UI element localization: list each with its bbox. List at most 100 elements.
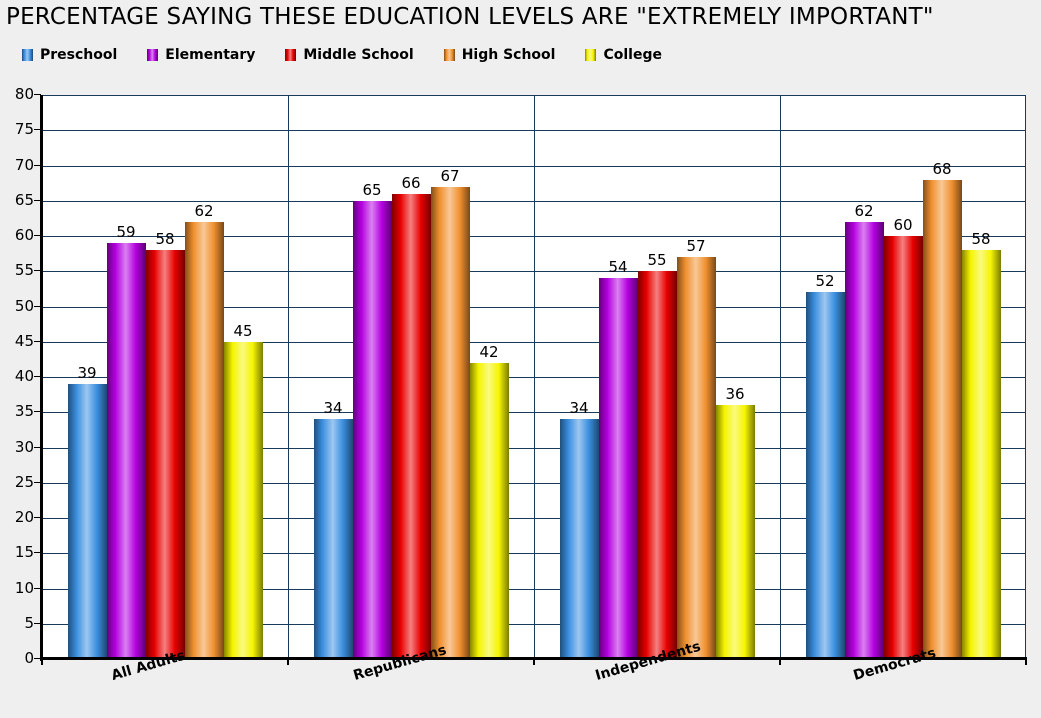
gridline: [42, 553, 1025, 555]
legend-swatch: [585, 49, 597, 61]
data-label: 66: [401, 173, 421, 192]
gridline: [42, 518, 1025, 519]
y-tick: [34, 587, 41, 589]
y-tick-label: 70: [14, 155, 34, 174]
data-label: 52: [815, 272, 835, 291]
legend: Preschool Elementary Middle School High Sch…: [22, 47, 692, 63]
legend-label: High School: [461, 47, 556, 63]
legend-swatch: [285, 49, 297, 61]
y-tick-label: 65: [14, 190, 34, 209]
x-tick: [287, 659, 289, 665]
gridline: [42, 377, 1025, 378]
data-label: 55: [647, 251, 667, 270]
data-label: 34: [323, 399, 343, 418]
y-tick: [34, 235, 41, 236]
group-divider: [288, 96, 289, 659]
data-label: 67: [440, 166, 460, 185]
y-tick-label: 20: [14, 508, 34, 526]
data-label: 68: [932, 159, 952, 178]
y-tick: [34, 446, 41, 448]
legend-item-elementary: Elementary: [147, 47, 255, 63]
y-tick-label: 45: [14, 331, 34, 350]
y-tick-label: 35: [14, 402, 34, 421]
y-tick: [34, 481, 41, 483]
y-tick: [34, 199, 41, 201]
y-tick-label: 40: [14, 367, 34, 385]
bar-middle-school: [391, 193, 431, 659]
bar-preschool: [559, 419, 599, 659]
y-tick: [34, 340, 41, 342]
gridline: [42, 306, 1025, 308]
y-tick: [34, 376, 41, 377]
bar-high-school: [676, 257, 716, 659]
bar-high-school: [430, 186, 470, 659]
y-tick-label: 55: [14, 261, 34, 280]
data-label: 62: [854, 201, 874, 220]
group-divider: [780, 96, 781, 659]
group-divider: [534, 96, 535, 659]
gridline: [42, 200, 1025, 202]
plot-area: [42, 95, 1026, 659]
bar-college: [223, 341, 263, 659]
gridline: [42, 130, 1025, 132]
y-tick: [34, 305, 41, 307]
bar-high-school: [922, 179, 962, 659]
bar-high-school: [184, 221, 224, 659]
gridline: [42, 623, 1025, 625]
bar-middle-school: [145, 250, 185, 659]
legend-item-high-school: High School: [443, 47, 556, 63]
y-tick-label: 75: [14, 120, 34, 139]
gridline: [42, 236, 1025, 237]
legend-item-preschool: Preschool: [22, 47, 117, 63]
gridline: [42, 412, 1025, 414]
data-label: 60: [893, 216, 913, 234]
legend-label: Middle School: [303, 47, 414, 63]
data-label: 42: [479, 342, 499, 361]
legend-swatch: [443, 49, 455, 61]
data-label: 59: [116, 223, 136, 242]
gridline: [42, 588, 1025, 590]
y-tick-label: 5: [24, 613, 34, 632]
y-tick-label: 25: [14, 472, 34, 491]
bar-middle-school: [883, 236, 923, 659]
y-tick: [34, 94, 41, 95]
gridline: [42, 482, 1025, 484]
bar-elementary: [844, 221, 884, 659]
y-tick: [34, 411, 41, 413]
legend-label: Elementary: [165, 47, 256, 63]
y-tick-label: 80: [14, 85, 34, 103]
bar-college: [961, 250, 1001, 659]
y-tick: [34, 129, 41, 131]
data-label: 65: [362, 180, 382, 199]
y-tick: [34, 658, 41, 659]
bar-elementary: [352, 200, 392, 659]
legend-label: Preschool: [40, 47, 118, 63]
legend-item-middle-school: Middle School: [285, 47, 414, 63]
gridline: [42, 447, 1025, 449]
bar-elementary: [598, 278, 638, 659]
x-tick: [41, 659, 43, 665]
bar-college: [715, 405, 755, 659]
data-label: 34: [569, 399, 589, 418]
x-tick: [1025, 659, 1027, 665]
data-label: 54: [608, 258, 628, 277]
data-label: 39: [77, 364, 97, 383]
chart-title: PERCENTAGE SAYING THESE EDUCATION LEVELS…: [6, 4, 934, 30]
gridline: [42, 271, 1025, 273]
x-tick: [779, 659, 781, 665]
legend-label: College: [603, 47, 662, 63]
y-tick: [34, 622, 41, 624]
gridline: [42, 341, 1025, 343]
y-tick-label: 30: [14, 437, 34, 456]
x-tick: [533, 659, 535, 665]
bar-elementary: [106, 243, 146, 659]
bar-preschool: [67, 384, 107, 659]
bar-preschool: [313, 419, 353, 659]
y-tick: [34, 164, 41, 166]
y-tick: [34, 552, 41, 554]
bar-college: [469, 362, 509, 659]
legend-item-college: College: [585, 47, 662, 63]
legend-swatch: [22, 49, 33, 61]
data-label: 45: [233, 321, 253, 340]
y-tick: [34, 270, 41, 272]
